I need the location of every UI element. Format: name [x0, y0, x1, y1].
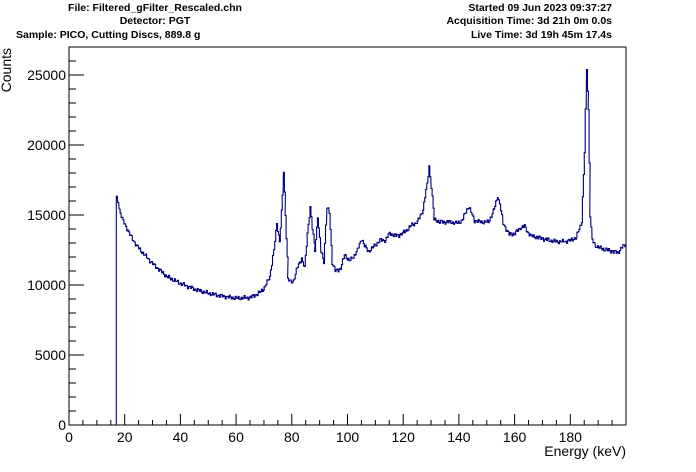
y-tick-label: 20000: [27, 137, 66, 153]
y-tick-label: 0: [58, 417, 66, 433]
header-acquisition-time: Acquisition Time: 3d 21h 0m 0.0s: [446, 15, 612, 27]
y-tick-label: 5000: [35, 347, 66, 363]
x-tick-label: 60: [228, 429, 244, 445]
header-started: Started 09 Jun 2023 09:37:27: [468, 2, 612, 14]
y-tick-label: 15000: [27, 207, 66, 223]
x-tick-label: 120: [392, 429, 416, 445]
x-axis-title: Energy (keV): [544, 443, 626, 459]
spectrum-series-group: [115, 69, 627, 425]
header-file-name: File: Filtered_gFilter_Rescaled.chn: [68, 2, 242, 14]
x-tick-label: 40: [173, 429, 189, 445]
x-tick-label: 80: [284, 429, 300, 445]
y-tick-label: 10000: [27, 277, 66, 293]
y-tick-label: 25000: [27, 67, 66, 83]
spectrum-line: [115, 69, 627, 425]
header-sample: Sample: PICO, Cutting Discs, 889.8 g: [16, 29, 201, 41]
plot-frame: [68, 46, 627, 426]
x-tick-label: 160: [503, 429, 527, 445]
header-live-time: Live Time: 3d 19h 45m 17.4s: [470, 29, 612, 41]
x-tick-label: 100: [336, 429, 360, 445]
x-tick-label: 140: [447, 429, 471, 445]
plot-frame-border: [68, 46, 627, 426]
x-tick-label: 20: [117, 429, 133, 445]
axes: 0 20 40 60 80 100 120 140 160 180 0 5000 10000 15000 2…: [27, 46, 613, 445]
header-detector: Detector: PGT: [119, 15, 191, 27]
x-tick-label: 0: [65, 429, 73, 445]
x-tick-label: 180: [559, 429, 583, 445]
y-axis-title: Counts: [0, 48, 14, 92]
